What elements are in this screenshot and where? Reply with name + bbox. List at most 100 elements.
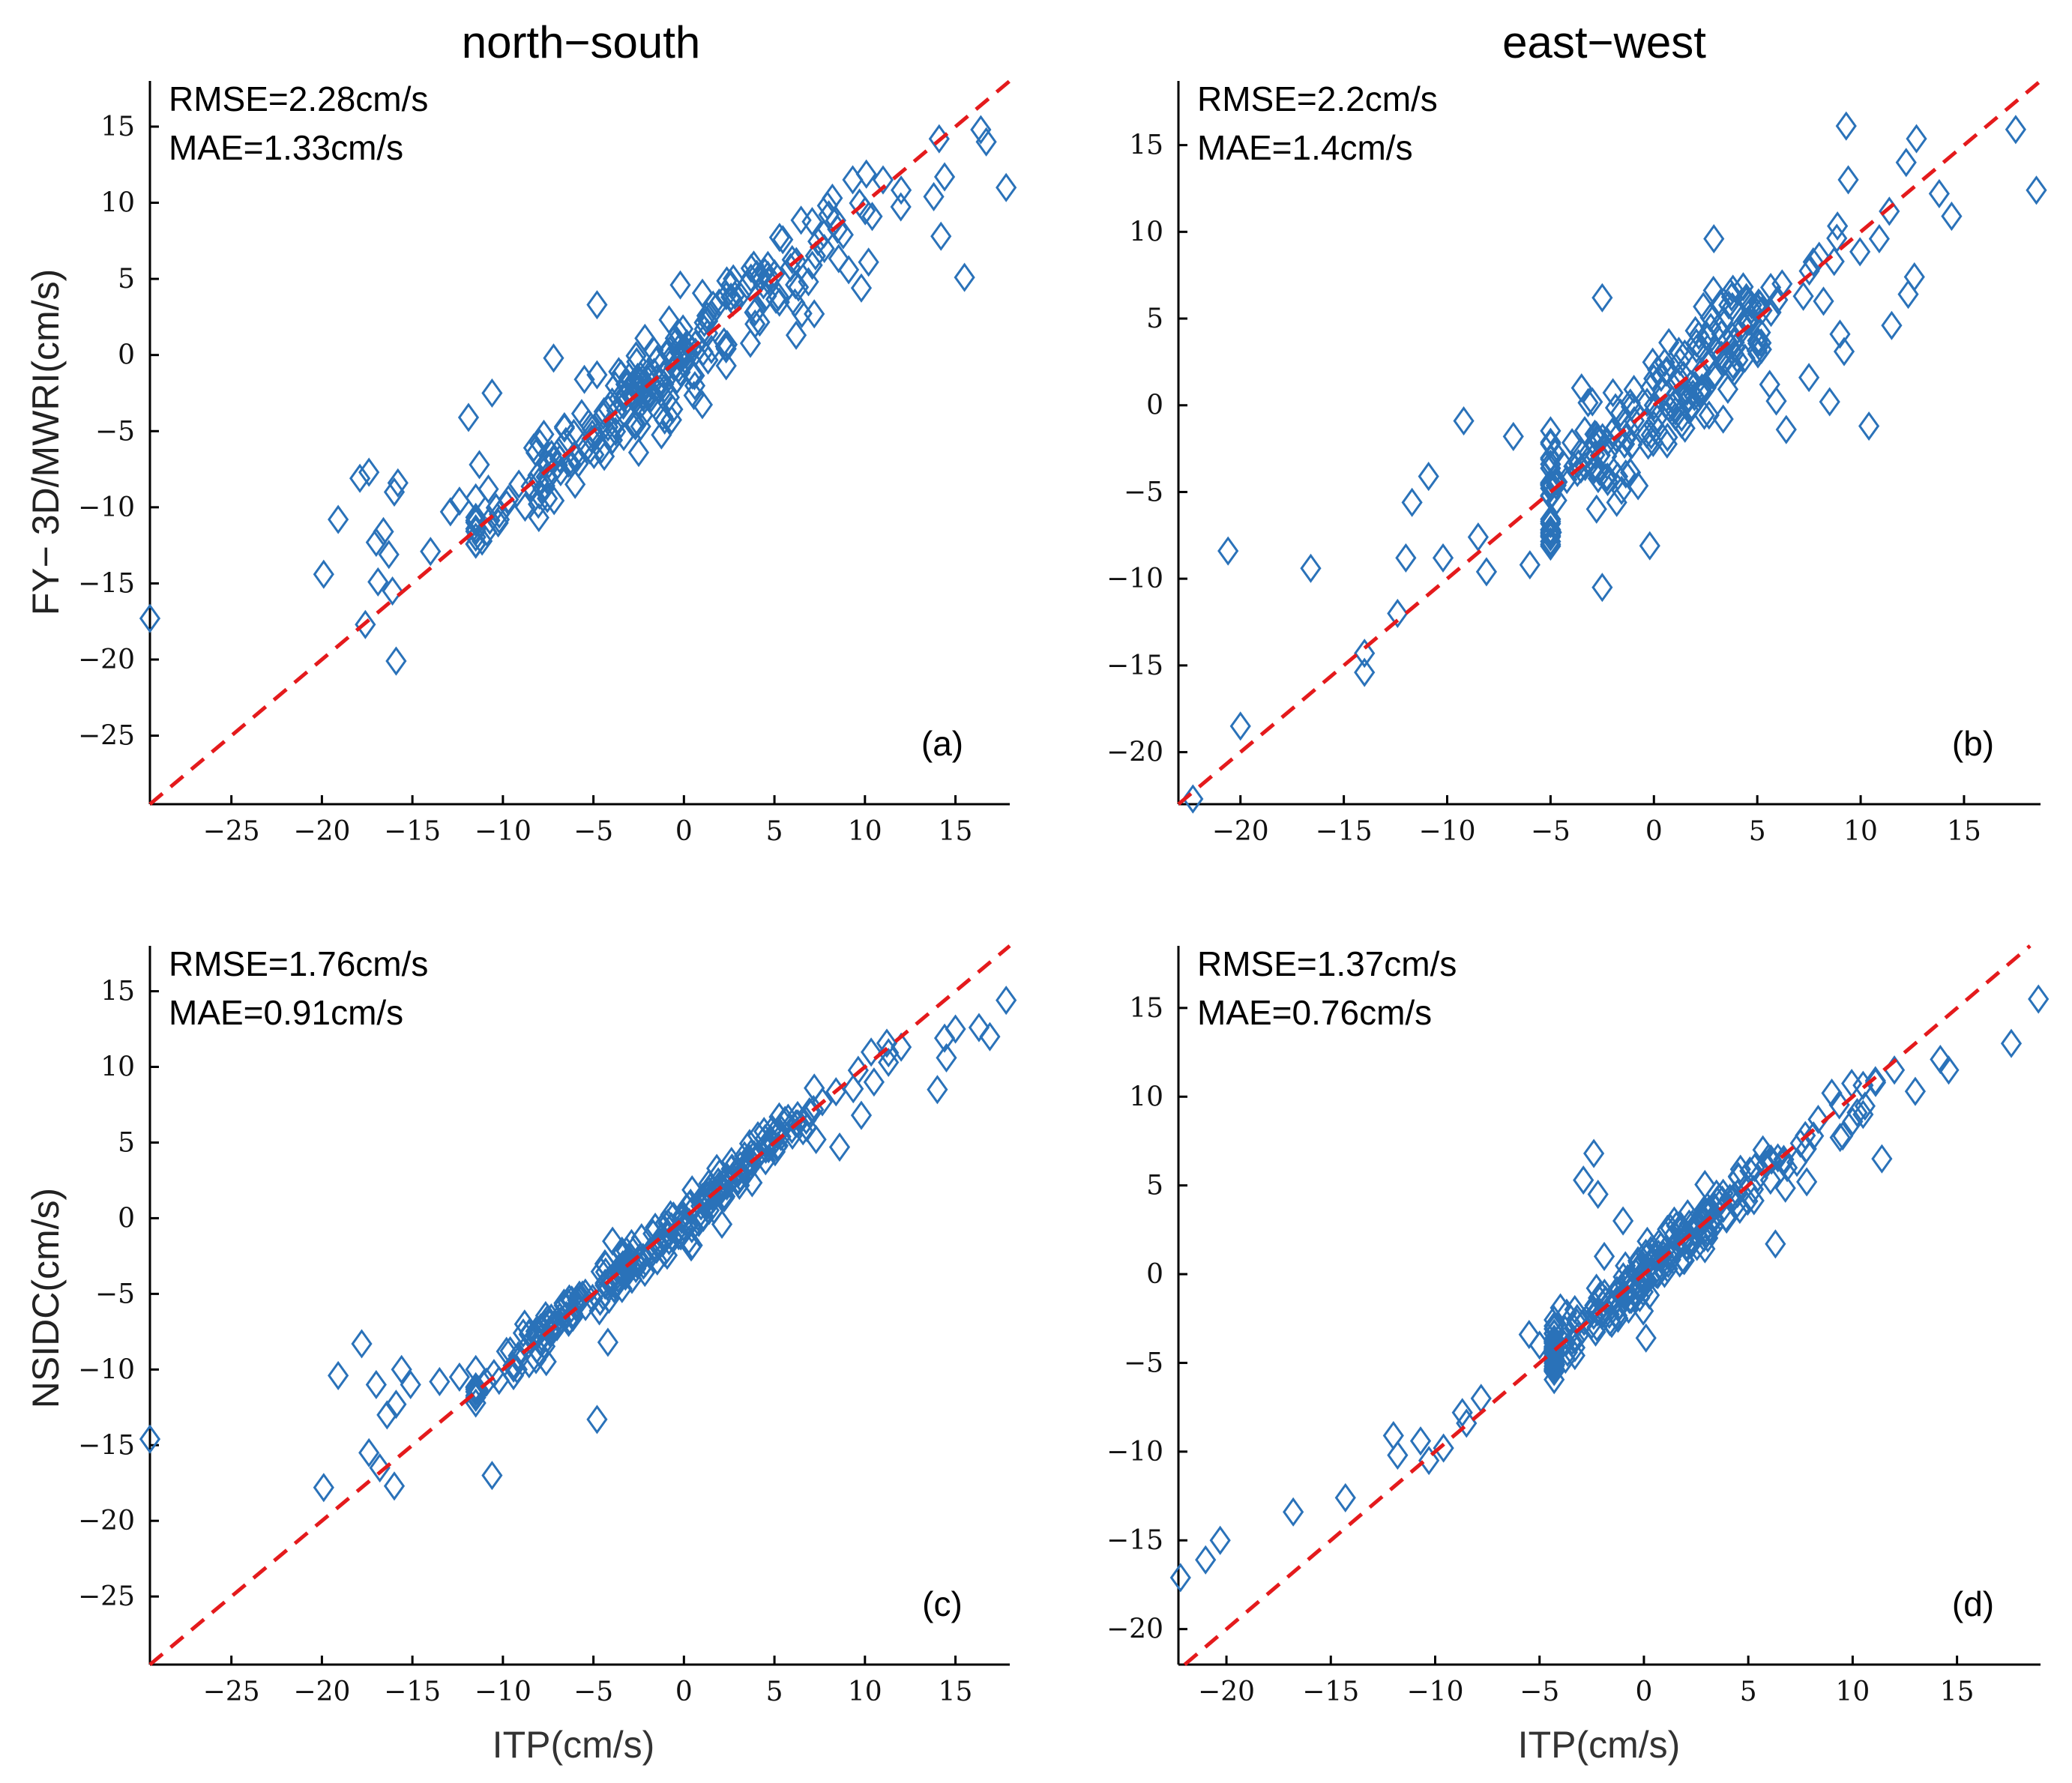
scatter-point	[1678, 395, 1699, 425]
scatter-point	[681, 1175, 703, 1205]
scatter-point	[739, 328, 762, 358]
y-axis-label-bottom: NSIDC(cm/s)	[25, 1188, 67, 1408]
scatter-point	[1846, 1097, 1868, 1128]
x-tick-label: 10	[1843, 816, 1878, 847]
scatter-point	[872, 165, 894, 195]
scatter-point	[1744, 1153, 1765, 1183]
scatter-point	[593, 441, 615, 471]
y-tick-label: −25	[78, 721, 135, 752]
scatter-point	[1619, 416, 1641, 446]
scatter-point	[620, 380, 642, 410]
scatter-point	[923, 181, 945, 211]
rmse-annotation: RMSE=2.2cm/s	[1197, 79, 1438, 118]
scatter-point	[1475, 557, 1497, 587]
scatter-point	[1765, 386, 1787, 416]
scatter-point	[646, 1246, 668, 1276]
scatter-point	[1691, 334, 1713, 363]
scatter-point	[798, 267, 819, 297]
scatter-point	[855, 159, 877, 189]
scatter-point	[1708, 1183, 1730, 1213]
scatter-point	[1775, 414, 1797, 444]
scatter-point	[543, 486, 565, 516]
scatter-point	[1544, 1348, 1565, 1378]
scatter-point	[586, 360, 608, 390]
y-tick-label: −20	[78, 645, 135, 675]
scatter-point	[621, 1228, 642, 1258]
scatter-point	[553, 411, 575, 441]
scatter-point	[781, 244, 803, 275]
scatter-point	[1711, 340, 1732, 370]
scatter-point	[1544, 1326, 1565, 1357]
scatter-point	[745, 295, 767, 325]
reference-line-y-equals-x	[148, 79, 1011, 806]
scatter-point	[1879, 196, 1900, 226]
scatter-point	[448, 1362, 471, 1392]
scatter-point	[1829, 1123, 1851, 1153]
scatter-point	[607, 1264, 629, 1294]
scatter-point	[945, 1014, 966, 1044]
x-tick-label: 10	[1835, 1677, 1870, 1707]
scatter-point	[1169, 1563, 1191, 1593]
scatter-point	[711, 1172, 732, 1203]
scatter-points	[1182, 111, 2047, 814]
scatter-point	[1612, 1206, 1634, 1236]
scatter-point	[2000, 1028, 2023, 1058]
scatter-point	[1577, 387, 1599, 417]
scatter-point	[693, 307, 715, 337]
scatter-point	[1835, 111, 1857, 141]
scatter-point	[1663, 1219, 1685, 1249]
scatter-point	[1702, 275, 1724, 306]
scatter-point	[1621, 429, 1643, 459]
scatter-point	[765, 284, 787, 314]
scatter-point	[1540, 416, 1561, 446]
reference-line-y-equals-x	[1183, 944, 2032, 1666]
scatter-point	[512, 1318, 534, 1348]
scatter-point	[1453, 406, 1475, 436]
scatter-point	[1606, 462, 1629, 492]
scatter-point	[635, 1247, 657, 1277]
x-tick-label: 0	[675, 816, 693, 847]
y-tick-label: 10	[100, 1052, 135, 1083]
scatter-point	[1807, 1105, 1829, 1135]
column-title-east-west: east−west	[1502, 17, 1706, 67]
scatter-point	[673, 335, 695, 366]
scatter-point	[807, 226, 829, 256]
scatter-point	[1195, 1545, 1217, 1575]
scatter-point	[1657, 422, 1678, 453]
scatter-point	[1409, 1426, 1432, 1456]
scatter-point	[1433, 1433, 1454, 1463]
scatter-point	[483, 1359, 505, 1389]
scatter-point	[1786, 1147, 1808, 1177]
scatter-point	[933, 162, 956, 192]
scatter-point	[890, 192, 912, 222]
scatter-point	[2028, 984, 2050, 1014]
scatter-point	[1765, 1229, 1786, 1259]
scatter-point	[691, 390, 714, 420]
scatter-point	[1229, 711, 1251, 741]
scatter-point	[740, 1138, 762, 1168]
scatter-point	[736, 271, 758, 301]
x-tick-label: 0	[1635, 1677, 1652, 1707]
scatter-point	[469, 450, 490, 480]
y-tick-label: −5	[95, 1279, 135, 1309]
scatter-point	[597, 412, 619, 442]
scatter-point	[365, 528, 387, 558]
scatter-point	[1717, 374, 1738, 404]
y-axis-label-top: FY− 3D/MWRI(cm/s)	[25, 269, 67, 615]
scatter-point	[724, 280, 746, 310]
scatter-point	[843, 1074, 864, 1104]
y-tick-label: 5	[118, 264, 135, 295]
scatter-point	[891, 1032, 912, 1062]
scatter-point	[672, 314, 694, 344]
y-tick-label: 5	[1146, 1171, 1163, 1201]
panel-label: (c)	[922, 1584, 963, 1623]
scatter-point	[683, 381, 705, 411]
scatter-point	[448, 486, 471, 516]
scatter-point	[1702, 360, 1724, 390]
scatter-point	[1564, 1333, 1586, 1363]
y-tick-label: −10	[1106, 1437, 1163, 1467]
scatter-point	[1395, 543, 1417, 573]
scatter-point	[1813, 286, 1834, 316]
scatter-point	[590, 1257, 612, 1287]
scatter-point	[139, 603, 161, 633]
